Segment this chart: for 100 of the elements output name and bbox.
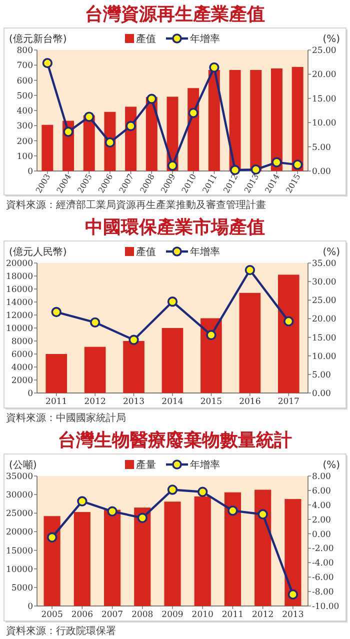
y-tick-label: 0 <box>28 602 33 612</box>
legend-label: 年增率 <box>190 459 220 471</box>
y-tick-label: 16000 <box>6 285 33 295</box>
y2-tick-label: 10.00 <box>312 118 336 129</box>
y-tick-label: 6000 <box>11 350 33 360</box>
y-tick-label: 14000 <box>6 298 33 308</box>
point <box>63 126 74 137</box>
bar <box>164 502 181 606</box>
x-tick-label: 2012 <box>252 610 274 620</box>
y2-tick-label: 25.00 <box>312 296 336 306</box>
x-tick-label: 2009 <box>162 610 184 620</box>
legend-label: 產值 <box>136 246 156 258</box>
point <box>167 296 178 307</box>
point <box>90 317 100 328</box>
y2-tick-label: -10.00 <box>312 602 340 612</box>
source-note: 資料來源：經濟部工業局資源再生產業推動及審查管理計畫 <box>6 199 266 211</box>
bar <box>278 274 300 393</box>
y-tick-label: 2000 <box>11 376 33 386</box>
point <box>126 120 136 132</box>
y-tick-label: 300 <box>16 122 33 132</box>
x-tick-label: 2013 <box>282 610 304 620</box>
bar <box>200 318 222 393</box>
y-tick-label: 100 <box>16 152 33 162</box>
x-tick-label: 2012 <box>84 397 106 407</box>
y-tick-label: 8000 <box>11 337 33 347</box>
x-tick-label: 2015 <box>200 397 222 407</box>
point <box>244 264 256 276</box>
y-tick-label: 0 <box>28 389 33 399</box>
y-tick-label: 12000 <box>6 311 33 321</box>
point <box>167 484 178 495</box>
point <box>77 496 88 506</box>
y2-tick-label: 15.00 <box>312 94 336 104</box>
y-tick-label: 800 <box>16 46 33 56</box>
point <box>206 330 216 340</box>
y-axis-title: (億元新台幣) <box>9 33 67 45</box>
y-tick-label: 25000 <box>6 509 33 520</box>
y2-tick-label: -2.00 <box>312 544 334 554</box>
point <box>167 160 178 171</box>
bar <box>46 354 68 393</box>
bar <box>44 516 60 606</box>
legend-label: 產量 <box>136 459 156 471</box>
point <box>209 62 220 73</box>
bar <box>224 492 242 606</box>
y2-tick-label: 4.00 <box>312 500 331 511</box>
bar <box>123 341 144 393</box>
bar <box>74 512 90 606</box>
y2-tick-label: 0.00 <box>312 530 331 540</box>
y2-tick-label: 6.00 <box>312 486 331 496</box>
y2-tick-label: 10.00 <box>312 352 336 362</box>
point <box>258 509 268 520</box>
point <box>128 334 139 345</box>
y-tick-label: 35000 <box>6 472 33 482</box>
point <box>288 589 298 600</box>
chart-title: 台灣資源再生產業產值 <box>85 4 265 25</box>
y-axis-title: (公噸) <box>9 459 37 471</box>
point <box>292 160 303 170</box>
x-tick-label: 2006 <box>71 610 93 620</box>
point <box>51 306 62 318</box>
x-tick-label: 2013 <box>122 397 145 407</box>
point <box>284 316 294 326</box>
y2-tick-label: 5.00 <box>312 370 331 380</box>
y-tick-label: 600 <box>16 76 33 86</box>
bar <box>254 490 272 606</box>
chart-title: 中國環保產業市場產值 <box>85 217 265 238</box>
y-tick-label: 400 <box>16 106 33 116</box>
y2-tick-label: 8.00 <box>312 472 331 482</box>
bar <box>292 66 304 171</box>
y2-tick-label: 15.00 <box>312 333 336 344</box>
y-tick-label: 18000 <box>6 272 33 282</box>
bar <box>162 328 184 393</box>
bar <box>271 68 282 171</box>
y2-tick-label: 20.00 <box>312 70 336 80</box>
point <box>198 486 208 497</box>
y-tick-label: 10000 <box>6 564 33 575</box>
point <box>137 512 148 523</box>
x-tick-label: 2011 <box>46 397 68 407</box>
bar <box>239 292 261 393</box>
bar <box>229 70 241 171</box>
bar <box>84 346 106 393</box>
y2-tick-label: 35.00 <box>312 259 336 269</box>
point <box>230 164 240 176</box>
legend-label: 產值 <box>136 33 156 45</box>
y2-tick-label: 20.00 <box>312 314 336 325</box>
y-tick-label: 700 <box>16 61 33 72</box>
point <box>84 112 94 122</box>
x-tick-label: 2005 <box>41 610 63 620</box>
y-tick-label: 30000 <box>6 490 33 501</box>
y-tick-label: 15000 <box>6 546 33 556</box>
x-tick-label: 2008 <box>132 610 154 620</box>
point <box>250 164 261 175</box>
x-tick-label: 2016 <box>239 397 261 407</box>
y2-tick-label: -6.00 <box>312 573 334 584</box>
point <box>104 137 116 148</box>
y2-tick-label: 0.00 <box>312 167 331 177</box>
y-tick-label: 20000 <box>6 259 33 269</box>
point <box>272 157 282 168</box>
x-tick-label: 2007 <box>101 610 124 620</box>
point <box>42 58 53 68</box>
y2-tick-label: 2.00 <box>312 515 331 526</box>
x-tick-label: 2010 <box>192 610 214 620</box>
